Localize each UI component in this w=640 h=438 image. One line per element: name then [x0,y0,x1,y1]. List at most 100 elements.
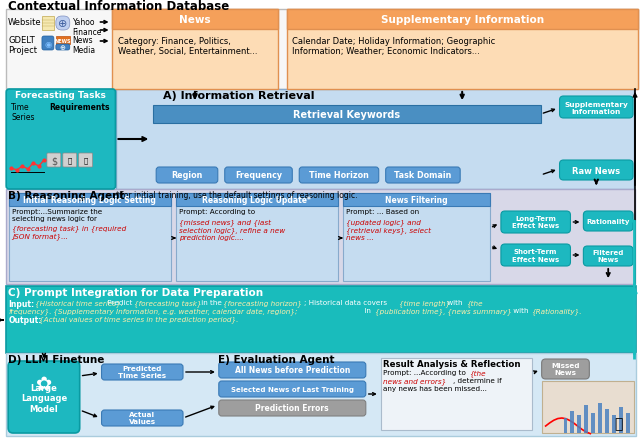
FancyBboxPatch shape [381,358,532,430]
Text: Input:: Input: [8,299,35,308]
FancyBboxPatch shape [559,161,633,180]
FancyBboxPatch shape [9,194,171,281]
Text: 🚗: 🚗 [68,157,72,164]
Text: with: with [445,299,465,305]
FancyBboxPatch shape [219,362,366,378]
Bar [591,413,595,433]
FancyBboxPatch shape [102,410,183,426]
FancyBboxPatch shape [6,286,636,353]
Text: GDELT
Project: GDELT Project [8,36,37,55]
FancyBboxPatch shape [47,154,61,168]
Text: News
Media: News Media [73,36,96,55]
Text: {the: {the [469,369,486,376]
FancyBboxPatch shape [386,168,460,184]
Bar [605,409,609,433]
Text: News Filtering: News Filtering [385,195,448,205]
FancyBboxPatch shape [343,194,490,281]
Text: ⊕: ⊕ [60,45,66,51]
Text: Prompt: ...According to: Prompt: ...According to [383,369,468,375]
FancyBboxPatch shape [113,10,278,90]
FancyBboxPatch shape [156,168,218,184]
Text: $: $ [51,155,57,166]
FancyBboxPatch shape [287,10,638,90]
FancyBboxPatch shape [6,90,115,190]
Text: Prompt: ... Based on: Prompt: ... Based on [346,208,419,215]
Text: Prediction Errors: Prediction Errors [255,403,329,413]
FancyBboxPatch shape [102,364,183,380]
Text: Result Analysis & Reflection: Result Analysis & Reflection [383,359,520,368]
FancyBboxPatch shape [9,194,171,207]
Text: A) Information Retrieval: A) Information Retrieval [163,91,315,101]
Text: {Supplementary Information, e.g. weather, calendar date, region};: {Supplementary Information, e.g. weather… [51,307,298,314]
Text: Category: Finance, Politics,
Weather, Social, Entertainment...: Category: Finance, Politics, Weather, So… [118,37,258,56]
FancyBboxPatch shape [219,381,366,397]
Text: Time Horizon: Time Horizon [309,171,369,180]
Bar [612,415,616,433]
FancyBboxPatch shape [584,212,633,231]
Text: {forecasting task}: {forecasting task} [134,299,202,306]
Text: Raw News: Raw News [572,166,620,175]
Text: Region: Region [172,171,203,180]
Bar [626,413,630,433]
FancyBboxPatch shape [287,10,638,30]
FancyBboxPatch shape [56,17,70,31]
Text: ◉: ◉ [44,39,52,48]
Text: {news summary}: {news summary} [445,307,512,314]
Text: with: with [511,307,531,313]
Bar [598,403,602,433]
Text: any news has been missed...: any news has been missed... [383,385,486,391]
Bar [570,411,575,433]
Bar [619,407,623,433]
Text: , determine if: , determine if [453,377,502,383]
FancyBboxPatch shape [176,194,338,207]
Text: ✿: ✿ [36,374,52,392]
Text: In: In [362,307,373,313]
FancyBboxPatch shape [584,247,633,266]
Text: {forecasting horizon}: {forecasting horizon} [223,299,301,306]
FancyBboxPatch shape [63,154,77,168]
FancyBboxPatch shape [56,37,70,45]
FancyBboxPatch shape [219,400,366,416]
FancyBboxPatch shape [116,90,634,190]
Text: C) Prompt Integration for Data Preparation: C) Prompt Integration for Data Preparati… [8,287,263,297]
Text: Predict: Predict [104,299,134,305]
Text: NEWS: NEWS [54,39,71,43]
FancyBboxPatch shape [176,194,338,281]
Text: Task Domain: Task Domain [394,171,452,180]
Text: Requirements: Requirements [49,103,109,112]
Text: News: News [179,15,211,25]
Text: Long-Term
Effect News: Long-Term Effect News [512,216,559,229]
Text: D) LLM Finetune: D) LLM Finetune [8,354,104,364]
Text: E) Evaluation Agent: E) Evaluation Agent [218,354,334,364]
Bar [584,405,588,433]
FancyBboxPatch shape [541,381,634,433]
Text: ⊕: ⊕ [58,19,67,29]
Text: Contextual Information Database: Contextual Information Database [8,0,229,13]
Text: ; Historical data covers: ; Historical data covers [304,299,390,305]
Bar [563,418,568,433]
FancyBboxPatch shape [42,37,54,51]
Text: Supplementary Information: Supplementary Information [381,15,544,25]
FancyBboxPatch shape [79,154,93,168]
Text: Actual
Values: Actual Values [129,412,156,424]
Text: {missed news} and {last
selection logic}, refine a new
prediction logic....: {missed news} and {last selection logic}… [179,219,285,240]
Text: {Rationality}.: {Rationality}. [531,307,581,314]
Text: Initial Reasoning Logic Setting: Initial Reasoning Logic Setting [23,195,156,205]
Text: Prompt:...Summarize the
selecting news logic for: Prompt:...Summarize the selecting news l… [12,208,102,222]
Text: Filtered
News: Filtered News [593,250,624,263]
Text: Calendar Date; Holiday Information; Geographic
Information; Weather; Economic In: Calendar Date; Holiday Information; Geog… [292,37,495,56]
FancyBboxPatch shape [153,106,541,124]
FancyBboxPatch shape [300,168,379,184]
Text: Yahoo
Finance: Yahoo Finance [73,18,102,37]
FancyBboxPatch shape [501,244,570,266]
Text: Selected News of Last Training: Selected News of Last Training [231,386,354,392]
Text: frequency}.: frequency}. [8,307,52,314]
Text: news and errors}: news and errors} [383,377,446,384]
Text: B) Reasoning Agent: B) Reasoning Agent [8,191,125,201]
Text: All News before Prediction: All News before Prediction [235,366,350,374]
FancyBboxPatch shape [501,212,570,233]
Text: in the: in the [199,299,224,305]
Text: {time length}: {time length} [399,299,450,306]
FancyBboxPatch shape [541,359,589,379]
FancyBboxPatch shape [6,353,636,436]
